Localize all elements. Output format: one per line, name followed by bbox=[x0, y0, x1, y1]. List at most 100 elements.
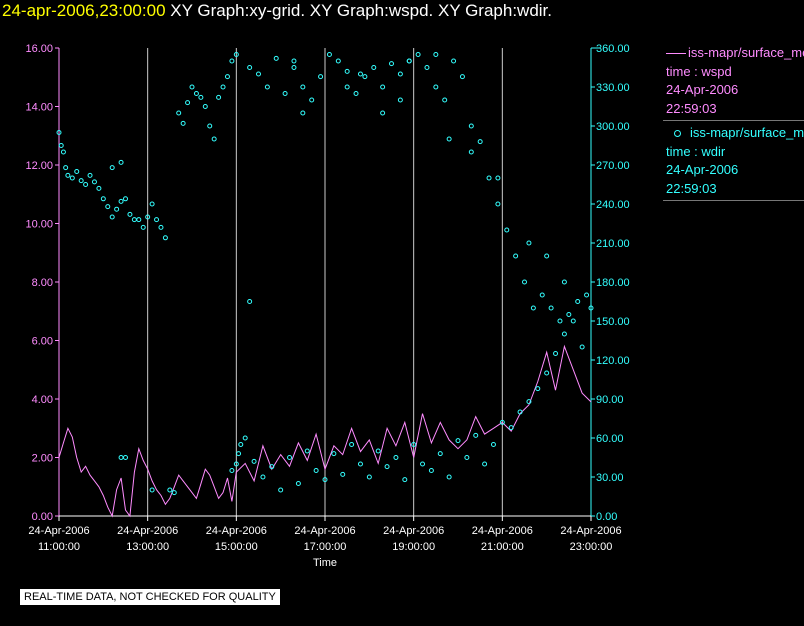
wdir-point bbox=[544, 253, 550, 259]
wdir-point bbox=[269, 464, 275, 470]
y-tick-label-right: 240.00 bbox=[596, 199, 630, 211]
wdir-point bbox=[517, 409, 523, 415]
wdir-point bbox=[344, 68, 350, 74]
x-tick-label: 24-Apr-2006 bbox=[294, 525, 355, 537]
wdir-point bbox=[561, 331, 567, 337]
y-tick-label-right: 60.00 bbox=[596, 433, 624, 445]
wdir-point bbox=[326, 52, 332, 57]
wdir-point bbox=[176, 110, 182, 116]
wdir-point bbox=[242, 435, 248, 441]
legend-series-name: iss-mapr/surface_met bbox=[690, 125, 804, 140]
y-tick-label-right: 210.00 bbox=[596, 238, 630, 250]
wdir-point bbox=[362, 74, 368, 80]
wdir-point bbox=[464, 455, 470, 460]
y-tick-label-left: 8.00 bbox=[32, 277, 53, 289]
wdir-point bbox=[220, 84, 226, 90]
wdir-point bbox=[198, 94, 204, 100]
x-tick-label: 19:00:00 bbox=[392, 541, 435, 553]
wdir-point bbox=[118, 455, 124, 460]
wdir-point bbox=[424, 65, 430, 70]
wdir-point bbox=[291, 58, 297, 64]
wdir-point bbox=[371, 65, 377, 70]
wdir-point bbox=[69, 175, 75, 181]
wdir-point bbox=[575, 299, 581, 304]
wdir-point bbox=[123, 196, 128, 202]
title-graph-list: XY Graph:xy-grid. XY Graph:wspd. XY Grap… bbox=[170, 1, 553, 20]
wdir-point bbox=[278, 487, 284, 493]
wdir-point bbox=[357, 71, 363, 77]
wdir-point bbox=[65, 172, 71, 178]
y-tick-label-left: 0.00 bbox=[32, 511, 53, 523]
wdir-point bbox=[109, 214, 115, 220]
wdir-point bbox=[300, 84, 306, 90]
wdir-point bbox=[105, 204, 111, 210]
wdir-point bbox=[504, 227, 510, 233]
y-tick-label-left: 14.00 bbox=[25, 102, 53, 114]
wdir-point bbox=[295, 481, 301, 486]
wspd-series-line bbox=[58, 344, 592, 518]
wdir-point bbox=[508, 425, 514, 431]
wdir-point bbox=[490, 442, 496, 447]
wdir-point bbox=[229, 58, 235, 64]
y-tick-label-right: 360.00 bbox=[596, 43, 630, 55]
x-tick-label: 24-Apr-2006 bbox=[472, 525, 533, 537]
legend-date: 24-Apr-2006 bbox=[666, 162, 739, 177]
wdir-point bbox=[309, 97, 315, 103]
wdir-point bbox=[318, 74, 324, 80]
wdir-point bbox=[544, 370, 550, 376]
wdir-point bbox=[397, 71, 403, 77]
wdir-point bbox=[588, 305, 594, 311]
wdir-point bbox=[300, 110, 306, 116]
wdir-point bbox=[357, 461, 363, 467]
wdir-point bbox=[313, 468, 319, 473]
chart-title: 24-apr-2006,23:00:00 XY Graph:xy-grid. X… bbox=[2, 0, 552, 22]
wdir-point bbox=[180, 120, 186, 126]
wdir-point bbox=[561, 279, 567, 285]
legend-entry-wdir: iss-mapr/surface_met time : wdir 24-Apr-… bbox=[663, 124, 804, 201]
wdir-point bbox=[171, 490, 177, 496]
wdir-point bbox=[58, 143, 64, 148]
wdir-point bbox=[247, 299, 253, 304]
y-tick-label-right: 0.00 bbox=[596, 511, 617, 523]
legend-date: 24-Apr-2006 bbox=[666, 82, 739, 97]
wdir-point bbox=[304, 448, 310, 454]
wdir-point bbox=[495, 175, 501, 181]
wdir-point bbox=[131, 217, 137, 223]
wdir-point bbox=[118, 198, 124, 204]
y-tick-label-right: 330.00 bbox=[596, 82, 630, 94]
wdir-point bbox=[539, 292, 545, 298]
wdir-point bbox=[158, 224, 164, 230]
wdir-point bbox=[375, 448, 381, 454]
wdir-point bbox=[344, 84, 350, 90]
wdir-point bbox=[433, 84, 439, 90]
wdir-point bbox=[437, 451, 443, 457]
wdir-point bbox=[340, 471, 346, 477]
wdir-point bbox=[236, 451, 242, 457]
wdir-point bbox=[477, 139, 483, 145]
x-tick-label: 11:00:00 bbox=[38, 541, 80, 553]
wdir-point bbox=[149, 201, 155, 207]
wdir-point bbox=[322, 477, 328, 483]
wdir-point bbox=[335, 58, 341, 64]
wdir-point bbox=[455, 438, 461, 444]
y-tick-label-right: 120.00 bbox=[596, 355, 630, 367]
legend-time: 22:59:03 bbox=[666, 180, 717, 196]
wdir-point bbox=[162, 235, 168, 241]
wdir-point bbox=[193, 91, 199, 96]
wdir-point bbox=[557, 318, 563, 324]
wdir-point bbox=[216, 94, 222, 100]
wdir-point bbox=[397, 97, 403, 103]
wdir-point bbox=[513, 253, 519, 259]
wdir-point bbox=[63, 165, 69, 171]
wdir-point bbox=[526, 240, 532, 246]
x-tick-label: 24-Apr-2006 bbox=[206, 525, 267, 537]
y-tick-label-left: 16.00 bbox=[25, 43, 53, 55]
wdir-point bbox=[570, 318, 576, 324]
y-tick-label-right: 270.00 bbox=[596, 160, 630, 172]
wdir-point bbox=[406, 58, 412, 64]
wdir-point bbox=[380, 84, 386, 90]
wdir-point bbox=[167, 487, 173, 493]
y-tick-label-right: 150.00 bbox=[596, 316, 630, 328]
y-tick-label-right: 300.00 bbox=[596, 121, 630, 133]
wdir-point bbox=[154, 217, 160, 223]
